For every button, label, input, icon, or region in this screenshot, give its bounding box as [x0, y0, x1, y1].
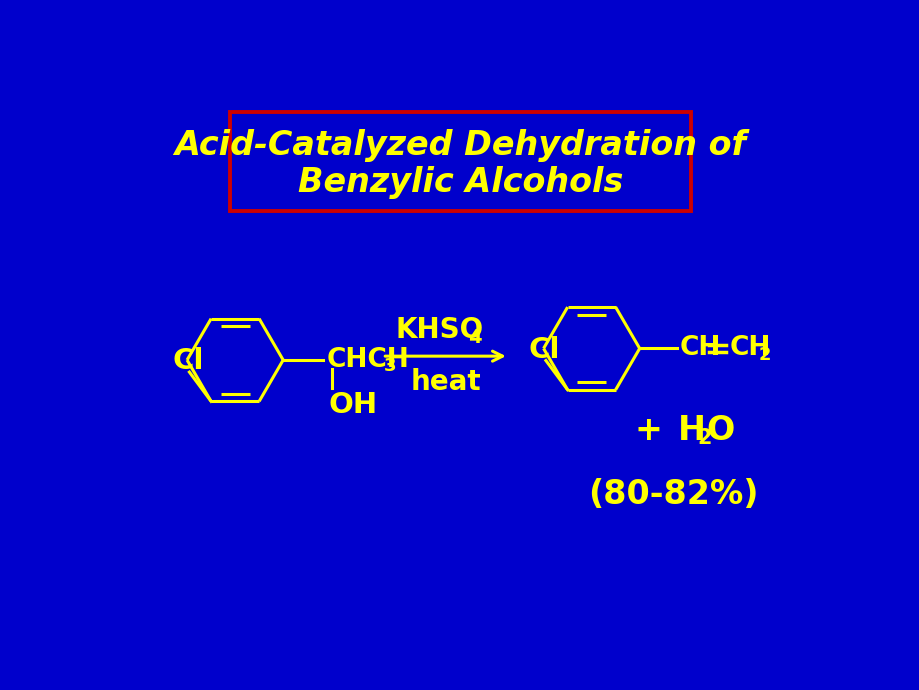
Text: KHSO: KHSO	[395, 316, 482, 344]
Text: H: H	[677, 414, 705, 447]
Text: CH: CH	[679, 335, 720, 362]
Text: O: O	[706, 414, 733, 447]
Text: CH: CH	[729, 335, 770, 362]
Text: heat: heat	[410, 368, 481, 396]
Text: +: +	[633, 414, 662, 447]
Text: OH: OH	[328, 391, 377, 419]
Text: Acid-Catalyzed Dehydration of: Acid-Catalyzed Dehydration of	[174, 130, 745, 162]
Text: CHCH: CHCH	[326, 347, 409, 373]
Text: 4: 4	[468, 328, 482, 347]
Text: 2: 2	[697, 428, 711, 448]
Text: Benzylic Alcohols: Benzylic Alcohols	[297, 166, 622, 199]
Text: Cl: Cl	[172, 347, 203, 375]
Text: (80-82%): (80-82%)	[587, 478, 757, 511]
Text: Cl: Cl	[528, 336, 560, 364]
Text: 3: 3	[383, 357, 396, 375]
Bar	[230, 112, 690, 210]
Text: 2: 2	[757, 346, 770, 364]
